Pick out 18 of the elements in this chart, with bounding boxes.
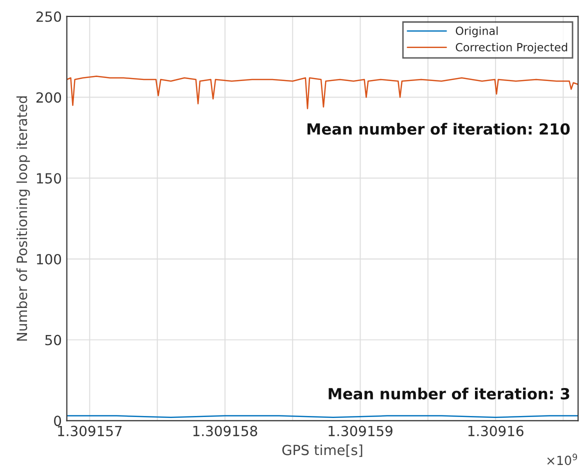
- y-tick-label: 0: [54, 416, 62, 426]
- y-tick-label: 200: [36, 92, 62, 103]
- y-tick-label: 100: [36, 254, 62, 264]
- legend-label: Original: [456, 26, 498, 38]
- x-tick-label: 1.309157: [58, 426, 122, 436]
- y-axis-title: Number of Positioning loop iterated: [16, 96, 30, 341]
- text: ×10$^{9}$: [547, 454, 578, 466]
- x-tick-label: 1.309158: [193, 426, 258, 436]
- annotation: Mean number of iteration: 210: [308, 122, 570, 135]
- x-tick-label: 1.309159: [328, 426, 392, 436]
- y-tick-label: 150: [36, 173, 62, 184]
- y-tick-label: 250: [36, 11, 62, 22]
- legend-label: Correction Projected: [456, 42, 568, 54]
- annotation: Mean number of iteration: 3: [328, 388, 570, 400]
- x-axis-title: GPS time[s]: [282, 444, 362, 457]
- y-tick-label: 50: [45, 334, 62, 346]
- line-series: [66, 76, 578, 110]
- x-tick-label: 1.30916: [468, 426, 524, 436]
